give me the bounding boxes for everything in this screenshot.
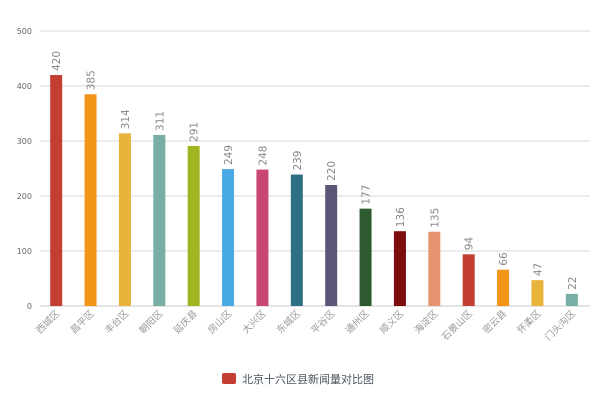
x-tick-label: 门头沟区 — [543, 307, 579, 343]
x-tick-label: 延庆县 — [171, 308, 200, 337]
bar[interactable] — [256, 169, 269, 306]
y-tick-label: 300 — [17, 137, 32, 146]
data-label: 135 — [429, 208, 441, 228]
bar[interactable] — [84, 94, 97, 306]
x-tick-label: 昌平区 — [69, 308, 97, 336]
bars-layer — [50, 75, 578, 306]
legend[interactable]: 北京十六区县新闻量对比图 — [222, 372, 374, 386]
data-label: 177 — [361, 185, 373, 205]
y-tick-label: 400 — [17, 82, 32, 91]
bar[interactable] — [187, 145, 200, 306]
bar[interactable] — [290, 174, 303, 306]
y-tick-label: 500 — [17, 27, 32, 36]
data-label: 239 — [292, 151, 304, 171]
bar[interactable] — [153, 134, 166, 306]
data-label: 314 — [120, 109, 132, 129]
data-label: 66 — [498, 252, 510, 266]
y-tick-label: 100 — [17, 247, 32, 256]
bar[interactable] — [359, 208, 372, 306]
data-label: 22 — [567, 277, 579, 290]
bar[interactable] — [325, 185, 338, 306]
bar[interactable] — [50, 75, 63, 306]
data-label: 249 — [223, 145, 235, 165]
bar[interactable] — [428, 231, 441, 306]
x-tick-label: 密云县 — [481, 308, 510, 337]
x-tick-label: 通州区 — [344, 308, 372, 336]
data-label: 248 — [257, 146, 269, 166]
data-label: 385 — [86, 70, 98, 90]
data-label: 94 — [464, 237, 476, 251]
legend-swatch[interactable] — [222, 373, 236, 384]
data-label: 136 — [395, 207, 407, 227]
x-tick-label: 东城区 — [274, 307, 303, 336]
data-label: 291 — [189, 122, 201, 142]
bar[interactable] — [531, 280, 544, 306]
data-label: 420 — [51, 51, 63, 71]
bar[interactable] — [462, 254, 475, 306]
bar[interactable] — [118, 133, 131, 306]
x-tick-label: 丰台区 — [102, 307, 131, 336]
bar[interactable] — [393, 231, 406, 306]
bar[interactable] — [497, 269, 510, 306]
x-tick-label: 房山区 — [206, 307, 235, 336]
y-tick-label: 200 — [17, 192, 32, 201]
bar[interactable] — [222, 169, 235, 306]
x-tick-label: 怀柔区 — [515, 307, 544, 336]
x-tick-label: 顺义区 — [378, 308, 406, 336]
data-label: 220 — [326, 161, 338, 181]
x-tick-label: 海淀区 — [412, 307, 441, 336]
x-tick-label: 朝阳区 — [137, 308, 165, 336]
x-tick-label: 大兴区 — [240, 307, 269, 336]
bar[interactable] — [565, 293, 578, 306]
x-tick-label: 石景山区 — [440, 308, 475, 343]
data-label: 311 — [154, 111, 166, 131]
legend-label[interactable]: 北京十六区县新闻量对比图 — [242, 372, 374, 386]
y-tick-label: 0 — [27, 302, 32, 311]
x-tick-label: 平谷区 — [309, 308, 337, 336]
x-tick-label: 西城区 — [34, 308, 62, 336]
data-label: 47 — [532, 263, 544, 276]
